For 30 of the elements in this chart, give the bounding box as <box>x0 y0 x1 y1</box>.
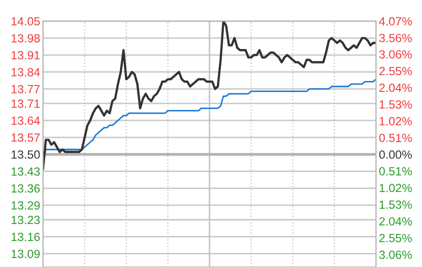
y-tick-label: 13.57 <box>12 133 40 142</box>
y2-tick-label: 2.55% <box>379 66 412 76</box>
y2-tick-label: 2.55% <box>379 234 412 242</box>
y-tick-label: 13.77 <box>12 84 40 94</box>
y2-tick-label: 1.53% <box>380 200 412 209</box>
y2-tick-label: 2.04% <box>379 217 412 226</box>
y2-tick-label: 3.56% <box>379 34 412 42</box>
y-tick-label: 13.64 <box>12 116 40 125</box>
y-tick-label: 13.98 <box>12 34 40 42</box>
y-tick-label: 13.50 <box>12 150 40 159</box>
y2-tick-label: 1.02% <box>380 184 412 192</box>
y-tick-label: 13.09 <box>12 250 40 258</box>
y2-tick-label: 1.53% <box>380 100 412 109</box>
y-tick-label: 13.23 <box>12 216 40 224</box>
y-tick-label: 13.71 <box>12 100 40 108</box>
y2-tick-label: 4.07% <box>379 17 412 26</box>
y-tick-label: 13.36 <box>12 184 40 193</box>
y-tick-label: 13.16 <box>12 232 40 242</box>
y2-tick-label: 3.06% <box>379 50 412 59</box>
y2-tick-label: 3.06% <box>379 250 412 259</box>
y-tick-label: 13.91 <box>12 51 40 60</box>
y-tick-label: 14.05 <box>12 17 40 26</box>
y2-tick-label: 0.51% <box>379 167 412 176</box>
y2-tick-label: 0.00% <box>379 150 412 159</box>
y2-tick-label: 0.51% <box>379 134 412 142</box>
y-tick-label: 13.29 <box>12 201 40 210</box>
y2-tick-label: 2.04% <box>379 84 412 92</box>
y-tick-label: 13.84 <box>12 68 40 76</box>
y-tick-label: 13.43 <box>12 167 40 176</box>
y2-tick-label: 1.02% <box>380 116 412 126</box>
